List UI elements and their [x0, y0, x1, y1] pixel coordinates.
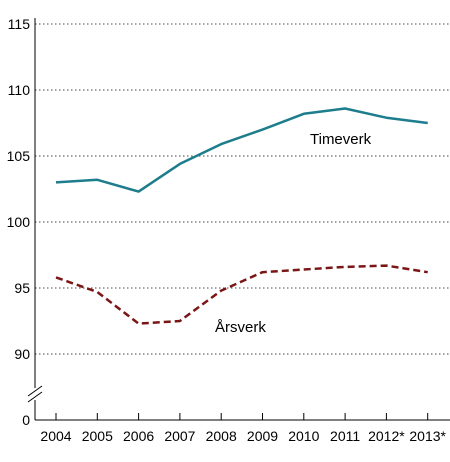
y-tick-label: 100 [7, 214, 31, 230]
x-tick-label: 2011 [330, 428, 360, 444]
y-tick-label: 95 [14, 280, 30, 296]
x-tick-label: 2005 [82, 428, 113, 444]
x-tick-label: 2010 [288, 428, 319, 444]
x-tick-labels: 2004 2005 2006 2007 2008 2009 2010 2011 2012* 201… [40, 428, 446, 444]
y-tick-label: 105 [7, 148, 31, 164]
y-tick-labels: 115 110 105 100 95 90 0 [7, 16, 31, 428]
x-tick-label: 2009 [247, 428, 278, 444]
series-line-0 [55, 107, 428, 193]
x-tick-label: 2007 [164, 428, 195, 444]
y-zero-label: 0 [22, 412, 30, 428]
y-tick-label: 115 [8, 16, 31, 32]
x-tick-label: 2013* [409, 428, 446, 444]
x-tick-label: 2008 [206, 428, 237, 444]
gridlines [35, 23, 450, 355]
axis-break-mark [27, 385, 43, 397]
x-tick-label: 2012* [368, 428, 405, 444]
x-tick-label: 2006 [123, 428, 154, 444]
x-tick-label: 2004 [40, 428, 71, 444]
series-label-0: Timeverk [310, 131, 372, 148]
series-lines [55, 107, 428, 325]
series-labels: Timeverk Årsverk [215, 131, 372, 336]
y-tick-label: 90 [14, 346, 30, 362]
series-label-1: Årsverk [215, 319, 266, 336]
series-line-1 [55, 264, 428, 325]
axis-break-mark [27, 391, 43, 403]
axes [27, 18, 450, 421]
y-tick-label: 110 [8, 82, 31, 98]
